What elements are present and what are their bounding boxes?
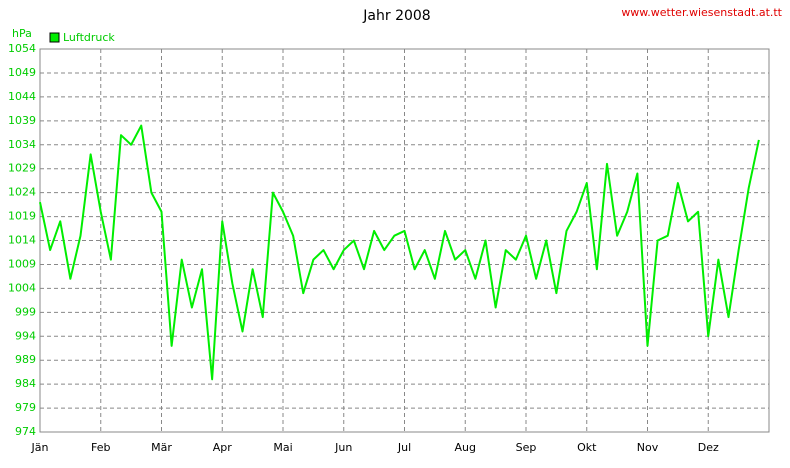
line (39, 124, 760, 381)
y-tick-label: 1029 (8, 162, 36, 175)
x-tick-label: Nov (637, 441, 659, 454)
x-tick-label: Aug (455, 441, 476, 454)
y-tick-label: 989 (15, 353, 36, 366)
x-tick-label: Feb (91, 441, 110, 454)
y-tick-label: 1009 (8, 257, 36, 270)
x-tick-label: Dez (698, 441, 719, 454)
x-tick-label: Mär (151, 441, 172, 454)
x-tick-label: Jän (31, 441, 49, 454)
y-tick-label: 1004 (8, 281, 36, 294)
source: www.wetter.wiesenstadt.at.tt (621, 6, 782, 19)
y-tick-label: 1034 (8, 138, 36, 151)
y-tick-label: 979 (15, 401, 36, 414)
y-tick-label: 1024 (8, 186, 36, 199)
legend-label: Luftdruck (63, 31, 115, 44)
y-tick-label: 1054 (8, 42, 36, 55)
legend-swatch (49, 32, 60, 43)
x-tick-label: Apr (213, 441, 233, 454)
y-tick-label: 1019 (8, 210, 36, 223)
x-tick-label: Okt (577, 441, 597, 454)
y-tick-label: 994 (15, 329, 36, 342)
y-tick-label: 1014 (8, 234, 36, 247)
y-tick-label: 1049 (8, 66, 36, 79)
x-tick-label: Mai (273, 441, 292, 454)
x-tick-label: Sep (516, 441, 537, 454)
x-tick-label: Jun (334, 441, 352, 454)
chart-title: Jahr 2008 (362, 8, 430, 24)
y-tick-label: 1044 (8, 90, 36, 103)
y-tick-label: 999 (15, 305, 36, 318)
y-tick-label: 974 (15, 425, 36, 438)
y-tick-label: 1039 (8, 114, 36, 127)
y-tick-label: 984 (15, 377, 36, 390)
y-axis-label: hPa (12, 27, 32, 40)
x-tick-label: Jul (397, 441, 411, 454)
